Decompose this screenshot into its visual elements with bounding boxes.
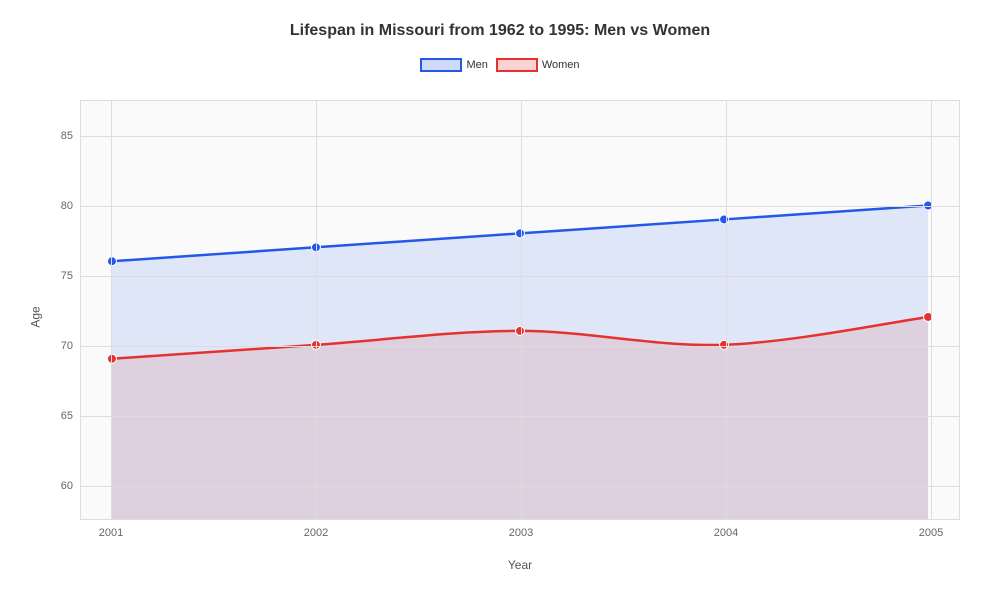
legend-swatch-men bbox=[420, 58, 462, 72]
gridline-vertical bbox=[111, 101, 112, 519]
gridline-horizontal bbox=[81, 346, 959, 347]
chart-svg bbox=[81, 101, 959, 519]
x-axis-label: Year bbox=[80, 558, 960, 572]
gridline-horizontal bbox=[81, 206, 959, 207]
chart-container: Lifespan in Missouri from 1962 to 1995: … bbox=[0, 0, 1000, 600]
legend-label-men: Men bbox=[466, 59, 487, 71]
data-point-women[interactable] bbox=[720, 340, 729, 349]
y-tick-label: 75 bbox=[61, 270, 81, 282]
gridline-horizontal bbox=[81, 416, 959, 417]
y-tick-label: 60 bbox=[61, 480, 81, 492]
plot-area: 60657075808520012002200320042005 bbox=[80, 100, 960, 520]
legend-label-women: Women bbox=[542, 59, 580, 71]
gridline-vertical bbox=[726, 101, 727, 519]
x-tick-label: 2005 bbox=[919, 519, 943, 539]
gridline-horizontal bbox=[81, 276, 959, 277]
legend-item-women[interactable]: Women bbox=[496, 58, 580, 72]
gridline-horizontal bbox=[81, 136, 959, 137]
gridline-vertical bbox=[316, 101, 317, 519]
gridline-horizontal bbox=[81, 486, 959, 487]
chart-title: Lifespan in Missouri from 1962 to 1995: … bbox=[0, 0, 1000, 40]
data-point-men[interactable] bbox=[516, 229, 525, 238]
x-tick-label: 2002 bbox=[304, 519, 328, 539]
legend-swatch-women bbox=[496, 58, 538, 72]
y-axis-label: Age bbox=[29, 306, 43, 327]
x-tick-label: 2004 bbox=[714, 519, 738, 539]
y-tick-label: 65 bbox=[61, 410, 81, 422]
gridline-vertical bbox=[521, 101, 522, 519]
y-tick-label: 85 bbox=[61, 130, 81, 142]
legend: Men Women bbox=[0, 58, 1000, 72]
legend-item-men[interactable]: Men bbox=[420, 58, 487, 72]
y-tick-label: 70 bbox=[61, 340, 81, 352]
data-point-women[interactable] bbox=[516, 326, 525, 335]
x-tick-label: 2001 bbox=[99, 519, 123, 539]
gridline-vertical bbox=[931, 101, 932, 519]
data-point-men[interactable] bbox=[720, 215, 729, 224]
y-tick-label: 80 bbox=[61, 200, 81, 212]
x-tick-label: 2003 bbox=[509, 519, 533, 539]
